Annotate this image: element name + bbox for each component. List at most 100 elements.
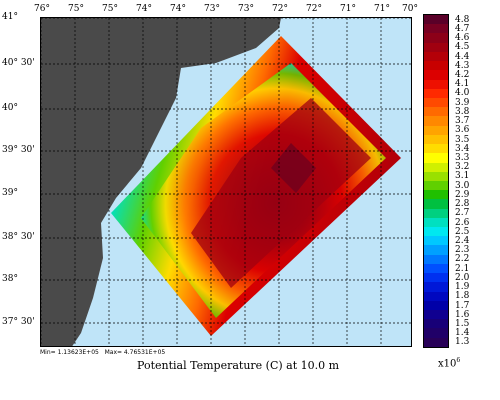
- colorbar-segment: [424, 273, 448, 283]
- colorbar-segment: [424, 199, 448, 209]
- latitude-label: 40°: [2, 103, 18, 113]
- longitude-label: 76°: [34, 4, 50, 14]
- latitude-label: 38° 30': [2, 232, 35, 242]
- temperature-map: [41, 18, 411, 346]
- colorbar-tick-label: 3.8: [455, 106, 470, 117]
- colorbar-tick-label: 3.3: [455, 152, 470, 163]
- colorbar-tick-label: 4.2: [455, 69, 470, 80]
- colorbar-tick-label: 3.0: [455, 180, 470, 191]
- colorbar-segment: [424, 227, 448, 237]
- colorbar-segment: [424, 208, 448, 218]
- colorbar-tick-label: 2.3: [455, 245, 470, 256]
- map-plot: [40, 17, 412, 347]
- min-max-readout: Min= 1.13623E+05 Max= 4.76531E+05: [40, 349, 165, 356]
- colorbar-segment: [424, 190, 448, 200]
- colorbar-segment: [424, 291, 448, 301]
- map-title: Potential Temperature (C) at 10.0 m: [137, 359, 340, 372]
- colorbar: [423, 14, 449, 348]
- colorbar-tick-label: 2.1: [455, 263, 470, 274]
- colorbar-segment: [424, 310, 448, 320]
- latitude-label: 40° 30': [2, 58, 35, 68]
- colorbar-tick-label: 3.2: [455, 162, 470, 173]
- colorbar-segment: [424, 282, 448, 292]
- colorbar-segment: [424, 61, 448, 71]
- min-label: Min= 1.13623E+05: [40, 349, 99, 356]
- longitude-label: 75°: [68, 4, 84, 14]
- colorbar-segment: [424, 144, 448, 154]
- colorbar-tick-label: 4.3: [455, 60, 470, 71]
- colorbar-tick-label: 4.8: [455, 14, 470, 25]
- colorbar-segment: [424, 107, 448, 117]
- longitude-label: 73°: [204, 4, 220, 14]
- colorbar-segment: [424, 180, 448, 191]
- colorbar-segment: [424, 125, 448, 135]
- longitude-label: 72°: [272, 4, 288, 14]
- colorbar-scale: x106: [438, 357, 460, 369]
- colorbar-tick-label: 4.6: [455, 33, 470, 44]
- max-label: Max= 4.76531E+05: [104, 349, 166, 356]
- colorbar-tick-label: 3.6: [455, 125, 470, 136]
- colorbar-tick-label: 1.3: [455, 337, 470, 348]
- colorbar-tick-label: 4.1: [455, 79, 470, 90]
- colorbar-segment: [424, 70, 448, 80]
- colorbar-tick-label: 1.9: [455, 282, 470, 293]
- colorbar-tick-label: 1.8: [455, 291, 470, 302]
- colorbar-tick-label: 3.4: [455, 143, 470, 154]
- colorbar-segment: [424, 300, 448, 310]
- colorbar-tick-label: 1.7: [455, 300, 470, 311]
- latitude-label: 37° 30': [2, 317, 35, 327]
- center-dark: [271, 143, 316, 193]
- colorbar-segment: [424, 42, 448, 52]
- colorbar-segment: [424, 254, 448, 264]
- colorbar-tick-label: 2.9: [455, 189, 470, 200]
- graticule: [41, 18, 411, 346]
- colorbar-segment: [424, 217, 448, 228]
- colorbar-tick-label: 2.6: [455, 217, 470, 228]
- colorbar-segment: [424, 15, 448, 25]
- colorbar-segment: [424, 97, 448, 108]
- scale-base: x10: [438, 358, 457, 370]
- colorbar-tick-label: 1.5: [455, 318, 470, 329]
- colorbar-tick-label: 2.8: [455, 199, 470, 210]
- latitude-label: 38°: [2, 274, 18, 284]
- latitude-label: 39°: [2, 188, 18, 198]
- colorbar-segment: [424, 24, 448, 34]
- longitude-label: 70°: [402, 4, 418, 14]
- colorbar-segment: [424, 88, 448, 98]
- colorbar-tick-label: 2.2: [455, 254, 470, 265]
- colorbar-tick-label: 3.7: [455, 116, 470, 127]
- colorbar-segment: [424, 162, 448, 172]
- colorbar-tick-label: 1.4: [455, 328, 470, 339]
- latitude-label: 41°: [2, 12, 18, 22]
- colorbar-tick-label: 2.7: [455, 208, 470, 219]
- longitude-label: 73°: [238, 4, 254, 14]
- colorbar-segment: [424, 319, 448, 329]
- colorbar-tick-label: 4.7: [455, 23, 470, 34]
- colorbar-tick-label: 4.4: [455, 51, 470, 62]
- scale-exponent: 6: [456, 357, 461, 364]
- longitude-label: 72°: [306, 4, 322, 14]
- colorbar-segment: [424, 171, 448, 181]
- longitude-label: 74°: [170, 4, 186, 14]
- colorbar-tick-label: 3.1: [455, 171, 470, 182]
- longitude-label: 71°: [340, 4, 356, 14]
- colorbar-tick-label: 3.5: [455, 134, 470, 145]
- inner-core: [191, 98, 371, 288]
- colorbar-segment: [424, 236, 448, 246]
- longitude-label: 74°: [136, 4, 152, 14]
- colorbar-segment: [424, 79, 448, 89]
- colorbar-segment: [424, 328, 448, 338]
- colorbar-tick-label: 4.5: [455, 42, 470, 53]
- colorbar-segment: [424, 153, 448, 163]
- colorbar-tick-label: 2.0: [455, 272, 470, 283]
- colorbar-tick-label: 2.5: [455, 226, 470, 237]
- colorbar-segment: [424, 116, 448, 126]
- longitude-label: 71°: [374, 4, 390, 14]
- colorbar-tick-label: 4.0: [455, 88, 470, 99]
- colorbar-segment: [424, 337, 448, 347]
- land-mass: [41, 18, 281, 346]
- colorbar-tick-label: 3.9: [455, 97, 470, 108]
- colorbar-segment: [424, 263, 448, 274]
- colorbar-segment: [424, 134, 448, 145]
- colorbar-segment: [424, 51, 448, 62]
